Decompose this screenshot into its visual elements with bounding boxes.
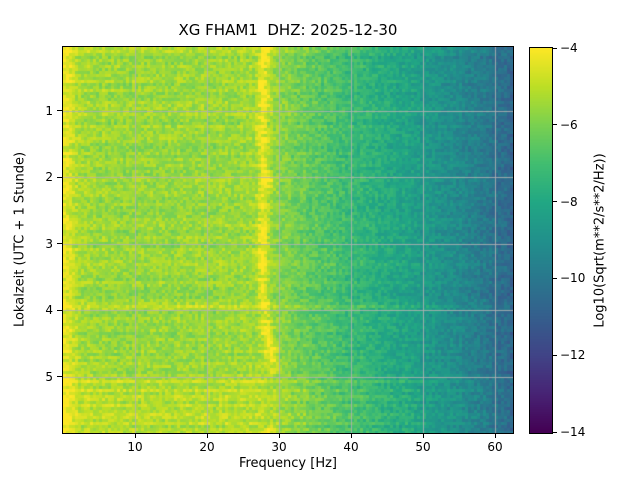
y-tick-mark [57,243,62,245]
colorbar-tick-mark [553,277,557,279]
x-tick-mark [278,434,280,438]
colorbar-tick-mark [553,201,557,203]
y-tick-mark [57,376,62,378]
x-tick-label: 40 [343,440,359,454]
spectrogram-canvas [62,46,514,434]
colorbar-tick-label: −6 [560,117,578,132]
y-tick-label: 1 [45,103,53,118]
y-tick-label: 2 [45,170,53,185]
x-axis-label: Frequency [Hz] [238,456,338,471]
y-tick-mark [57,309,62,311]
colorbar-tick-mark [553,431,557,433]
x-tick-mark [206,434,208,438]
colorbar-tick-label: −12 [560,348,586,363]
x-tick-mark [422,434,424,438]
colorbar-label: Log10(Sqrt(m**2/s**2/Hz)) [592,153,608,328]
chart-title: XG FHAM1 DHZ: 2025-12-30 [178,21,398,39]
y-tick-mark [57,110,62,112]
y-tick-label: 3 [45,236,53,251]
y-axis-label: Lokalzeit (UTC + 1 Stunde) [12,151,28,328]
colorbar-tick-mark [553,354,557,356]
y-tick-mark [57,176,62,178]
x-tick-label: 50 [415,440,431,454]
x-tick-label: 20 [199,440,215,454]
x-tick-mark [350,434,352,438]
x-tick-mark [494,434,496,438]
colorbar-tick-label: −8 [560,194,578,209]
colorbar-tick-label: −4 [560,41,578,55]
colorbar-tick-mark [553,47,557,49]
y-tick-label: 5 [45,369,53,384]
colorbar-tick-label: −10 [560,271,586,286]
x-tick-label: 60 [487,440,503,454]
x-tick-label: 10 [127,440,143,454]
colorbar-canvas [529,47,553,434]
y-tick-label: 4 [45,303,53,318]
colorbar-tick-label: −14 [560,425,586,439]
x-tick-mark [134,434,136,438]
colorbar-tick-mark [553,124,557,126]
x-tick-label: 30 [271,440,287,454]
